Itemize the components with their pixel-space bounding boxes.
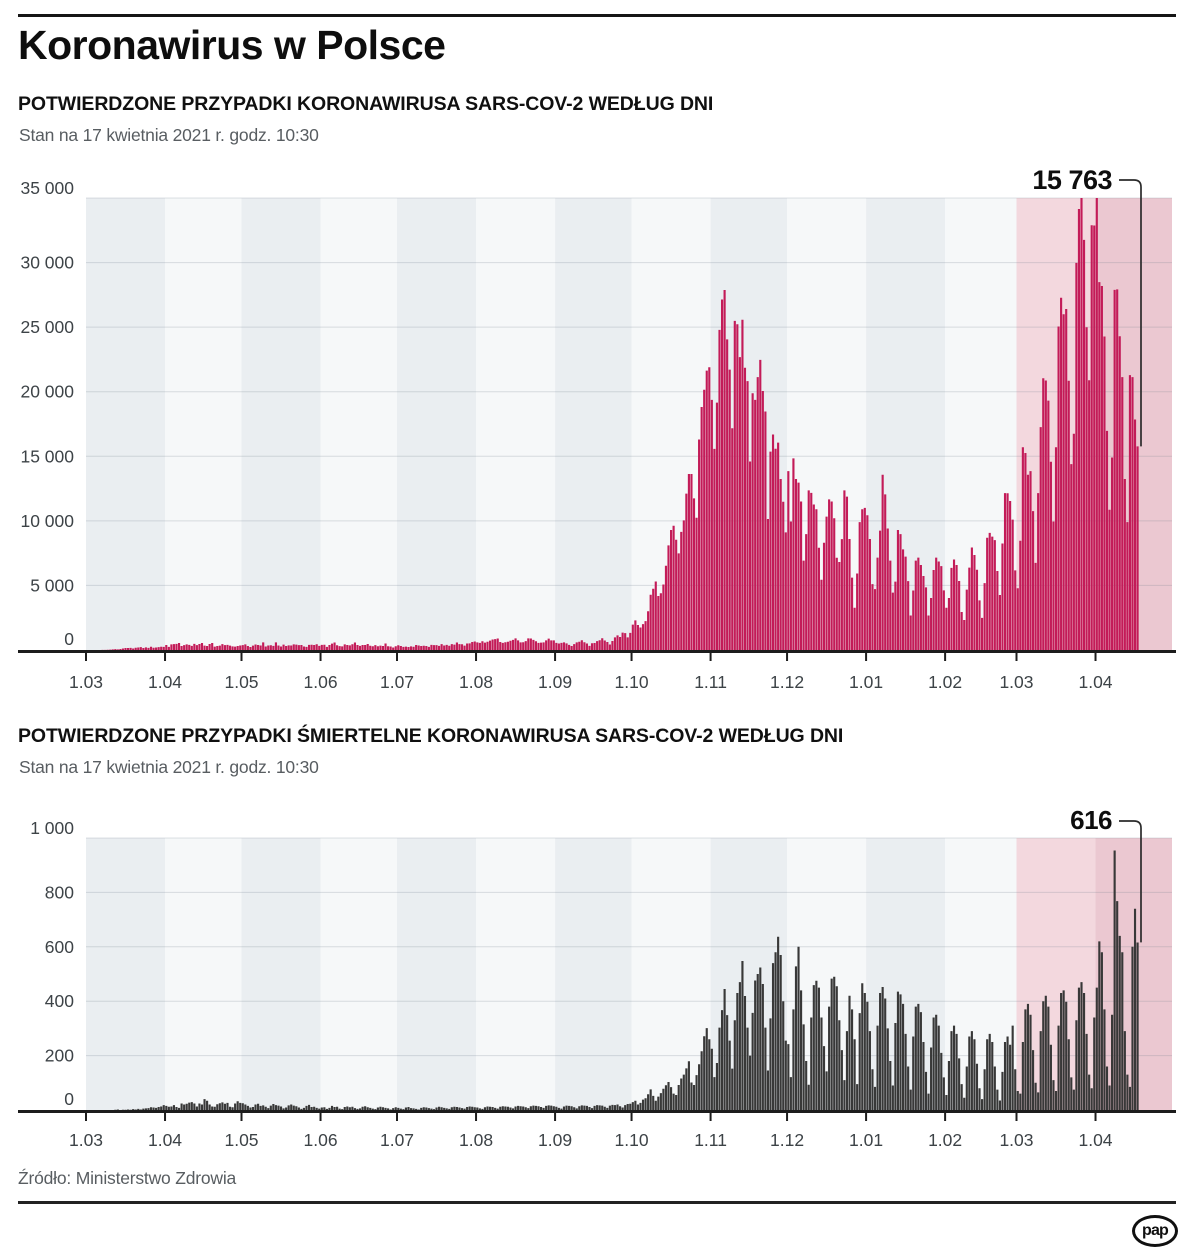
y-tick-label: 0 — [64, 629, 74, 649]
month-stripe — [86, 198, 166, 650]
cases-chart-subtitle: Stan na 17 kwietnia 2021 r. godz. 10:30 — [19, 125, 319, 145]
month-stripe — [476, 838, 556, 1110]
y-tick-label: 5 000 — [30, 575, 74, 595]
x-tick-label: 1.08 — [459, 672, 493, 692]
deaths-bar-chart: 1.03 1.04 1.05 1.06 1.07 1.08 1.09 1.10 1.11 1.12… — [18, 805, 1176, 1150]
y-tick-label: 30 000 — [20, 253, 74, 273]
x-tick-label: 1.01 — [849, 672, 883, 692]
x-tick-label: 1.08 — [459, 1130, 493, 1150]
x-tick-label: 1.01 — [849, 1130, 883, 1150]
x-tick-label: 1.11 — [694, 672, 727, 692]
callout-line — [1119, 820, 1142, 943]
cases-chart-title: POTWIERDZONE PRZYPADKI KORONAWIRUSA SARS… — [18, 93, 714, 115]
source-note: Źródło: Ministerstwo Zdrowia — [18, 1168, 237, 1188]
cases-bar-chart: 1.03 1.04 1.05 1.06 1.07 1.08 1.09 1.10 1.11 1.12… — [18, 165, 1176, 692]
x-tick-label: 1.07 — [380, 1130, 414, 1150]
month-stripe — [241, 198, 321, 650]
month-stripe — [555, 838, 632, 1110]
x-tick-label: 1.04 — [1078, 672, 1112, 692]
month-stripe — [241, 838, 321, 1110]
y-tick-label: 0 — [64, 1089, 74, 1109]
y-tick-label: 1 000 — [30, 818, 74, 838]
month-stripe — [631, 838, 711, 1110]
callout-line — [1119, 179, 1142, 447]
latest-value-label: 616 — [1070, 805, 1112, 835]
y-tick-label: 15 000 — [20, 446, 74, 466]
x-tick-label: 1.03 — [69, 1130, 103, 1150]
bar-series — [114, 850, 1139, 1110]
month-stripe — [397, 838, 477, 1110]
x-tick-label: 1.12 — [770, 1130, 804, 1150]
x-tick-label: 1.04 — [148, 672, 182, 692]
x-tick-label: 1.10 — [615, 1130, 649, 1150]
x-tick-label: 1.03 — [69, 672, 103, 692]
x-tick-label: 1.09 — [538, 672, 572, 692]
month-stripe — [397, 198, 477, 650]
month-stripe — [165, 838, 242, 1110]
deaths-chart-title: POTWIERDZONE PRZYPADKI ŚMIERTELNE KORONA… — [18, 725, 844, 747]
month-stripe — [555, 198, 632, 650]
y-tick-label: 25 000 — [20, 317, 74, 337]
deaths-chart-subtitle: Stan na 17 kwietnia 2021 r. godz. 10:30 — [19, 757, 319, 777]
y-tick-label: 600 — [45, 937, 74, 957]
x-tick-label: 1.10 — [615, 672, 649, 692]
y-tick-label: 20 000 — [20, 382, 74, 402]
month-stripe — [320, 198, 398, 650]
month-stripe — [476, 198, 556, 650]
x-tick-label: 1.05 — [224, 672, 258, 692]
page-title: Koronawirus w Polsce — [18, 22, 446, 68]
top-rule — [18, 14, 1176, 17]
x-tick-label: 1.06 — [304, 1130, 338, 1150]
x-tick-label: 1.03 — [999, 672, 1033, 692]
x-tick-label: 1.02 — [928, 1130, 962, 1150]
y-tick-label: 800 — [45, 882, 74, 902]
month-stripe — [1095, 198, 1172, 650]
x-tick-label: 1.06 — [304, 672, 338, 692]
month-stripe — [86, 838, 166, 1110]
x-tick-label: 1.05 — [224, 1130, 258, 1150]
month-stripe — [165, 198, 242, 650]
y-tick-label: 10 000 — [20, 511, 74, 531]
x-tick-label: 1.04 — [1078, 1130, 1112, 1150]
month-stripe — [710, 838, 788, 1110]
x-tick-label: 1.11 — [694, 1130, 727, 1150]
pap-logo: pap — [1132, 1215, 1178, 1247]
x-tick-label: 1.09 — [538, 1130, 572, 1150]
y-tick-label: 400 — [45, 991, 74, 1011]
y-tick-label: 200 — [45, 1046, 74, 1066]
y-tick-label: 35 000 — [20, 178, 74, 198]
month-stripe — [1095, 838, 1172, 1110]
month-stripe — [710, 198, 788, 650]
footer-rule — [18, 1201, 1176, 1204]
x-tick-label: 1.02 — [928, 672, 962, 692]
latest-value-label: 15 763 — [1032, 165, 1112, 195]
x-tick-label: 1.04 — [148, 1130, 182, 1150]
x-tick-label: 1.03 — [999, 1130, 1033, 1150]
x-tick-label: 1.07 — [380, 672, 414, 692]
month-stripe — [320, 838, 398, 1110]
x-tick-label: 1.12 — [770, 672, 804, 692]
